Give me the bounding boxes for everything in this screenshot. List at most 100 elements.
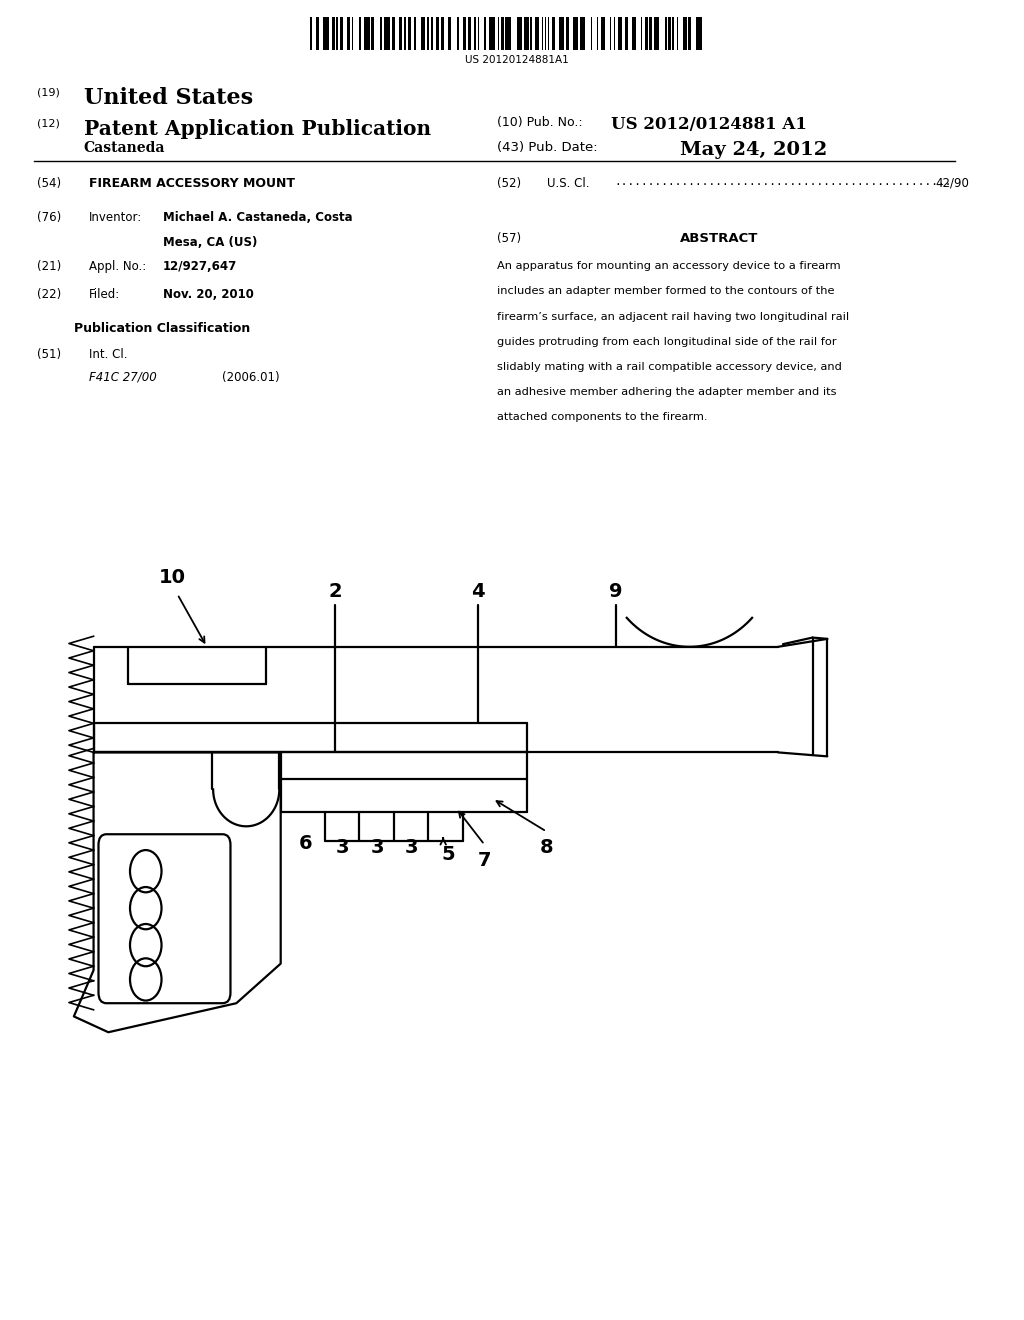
Text: Patent Application Publication: Patent Application Publication (84, 119, 431, 139)
Bar (478, 17, 479, 50)
Bar (427, 17, 429, 50)
Text: 7: 7 (478, 851, 492, 870)
Text: (22): (22) (38, 288, 61, 301)
Text: Inventor:: Inventor: (89, 211, 142, 224)
Text: US 20120124881A1: US 20120124881A1 (465, 55, 569, 66)
Bar (324, 17, 330, 50)
Bar (463, 17, 466, 50)
Text: (51): (51) (38, 348, 61, 362)
Text: an adhesive member adhering the adapter member and its: an adhesive member adhering the adapter … (498, 387, 837, 397)
Bar (436, 17, 438, 50)
Bar (421, 17, 425, 50)
Text: 42/90: 42/90 (936, 177, 970, 190)
Text: United States: United States (84, 87, 253, 110)
Bar (581, 17, 585, 50)
Text: (10) Pub. No.:: (10) Pub. No.: (498, 116, 587, 129)
Text: FIREARM ACCESSORY MOUNT: FIREARM ACCESSORY MOUNT (89, 177, 295, 190)
Text: 4: 4 (471, 582, 484, 601)
Bar (384, 17, 390, 50)
Bar (695, 17, 701, 50)
Text: firearm’s surface, an adjacent rail having two longitudinal rail: firearm’s surface, an adjacent rail havi… (498, 312, 850, 322)
Text: Appl. No.:: Appl. No.: (89, 260, 145, 273)
FancyBboxPatch shape (98, 834, 230, 1003)
Text: attached components to the firearm.: attached components to the firearm. (498, 412, 708, 422)
Text: ABSTRACT: ABSTRACT (680, 232, 758, 246)
Bar (347, 17, 350, 50)
Bar (351, 17, 353, 50)
Text: 6: 6 (299, 834, 312, 853)
Text: (52): (52) (498, 177, 521, 190)
Bar (340, 17, 343, 50)
Bar (566, 17, 568, 50)
Bar (673, 17, 674, 50)
Bar (359, 17, 360, 50)
Bar (601, 17, 605, 50)
Text: (2006.01): (2006.01) (221, 371, 280, 384)
Text: 9: 9 (609, 582, 623, 601)
Text: Filed:: Filed: (89, 288, 120, 301)
Text: guides protruding from each longitudinal side of the rail for: guides protruding from each longitudinal… (498, 337, 837, 347)
Bar (474, 17, 476, 50)
Bar (364, 17, 370, 50)
Text: An apparatus for mounting an accessory device to a firearm: An apparatus for mounting an accessory d… (498, 261, 841, 272)
Bar (625, 17, 628, 50)
Bar (597, 17, 598, 50)
Text: (19): (19) (38, 87, 60, 98)
Bar (431, 17, 433, 50)
Bar (517, 17, 522, 50)
Bar (399, 17, 401, 50)
Bar (665, 17, 667, 50)
Bar (404, 17, 406, 50)
Bar (645, 17, 647, 50)
Bar (530, 17, 531, 50)
Bar (372, 17, 374, 50)
Text: Nov. 20, 2010: Nov. 20, 2010 (163, 288, 253, 301)
Bar (641, 17, 642, 50)
Bar (489, 17, 496, 50)
Bar (505, 17, 511, 50)
Text: (43) Pub. Date:: (43) Pub. Date: (498, 141, 598, 154)
Bar (449, 17, 451, 50)
Bar (310, 17, 312, 50)
Text: (12): (12) (38, 119, 60, 129)
Bar (457, 17, 459, 50)
Text: Castaneda: Castaneda (84, 141, 165, 156)
Bar (548, 17, 550, 50)
Text: Publication Classification: Publication Classification (75, 322, 251, 335)
Text: May 24, 2012: May 24, 2012 (680, 141, 826, 160)
Bar (632, 17, 637, 50)
Text: (54): (54) (38, 177, 61, 190)
Text: 5: 5 (441, 845, 455, 863)
Bar (392, 17, 394, 50)
Bar (380, 17, 382, 50)
Text: (57): (57) (498, 232, 521, 246)
Text: 2: 2 (328, 582, 342, 601)
Bar (688, 17, 691, 50)
Bar (683, 17, 687, 50)
Text: F41C 27/00: F41C 27/00 (89, 371, 157, 384)
Bar (498, 17, 500, 50)
Text: 8: 8 (540, 838, 553, 857)
Bar (545, 17, 547, 50)
Bar (524, 17, 528, 50)
Text: 10: 10 (159, 569, 186, 587)
Text: 12/927,647: 12/927,647 (163, 260, 237, 273)
Bar (316, 17, 318, 50)
Bar (649, 17, 652, 50)
Text: includes an adapter member formed to the contours of the: includes an adapter member formed to the… (498, 286, 835, 297)
Bar (409, 17, 411, 50)
Text: (76): (76) (38, 211, 61, 224)
Text: U.S. Cl.: U.S. Cl. (547, 177, 589, 190)
Bar (618, 17, 623, 50)
Bar (609, 17, 611, 50)
Text: slidably mating with a rail compatible accessory device, and: slidably mating with a rail compatible a… (498, 362, 843, 372)
Text: ..................................................: ........................................… (614, 177, 952, 187)
Bar (468, 17, 471, 50)
Bar (613, 17, 615, 50)
Text: (21): (21) (38, 260, 61, 273)
Bar (483, 17, 486, 50)
Text: 3: 3 (336, 838, 349, 857)
Bar (542, 17, 543, 50)
Bar (414, 17, 417, 50)
Bar (501, 17, 504, 50)
